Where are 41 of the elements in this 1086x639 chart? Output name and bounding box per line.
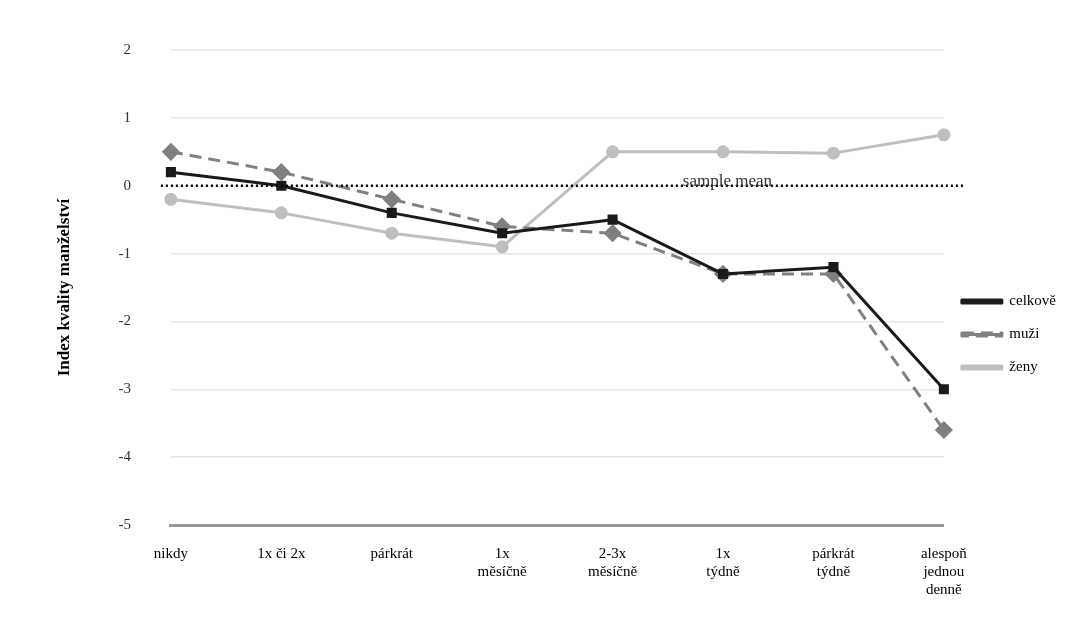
x-tick-label: 1x či 2x: [257, 544, 306, 561]
x-tick-label: alespoň jednou denně: [920, 544, 968, 597]
y-tick-label: 0: [123, 176, 131, 193]
point: [385, 226, 399, 240]
point: [606, 145, 620, 159]
point: [497, 228, 508, 239]
point: [828, 262, 839, 273]
y-tick-label: -3: [118, 380, 131, 397]
y-tick-label: 1: [123, 108, 131, 125]
point: [938, 384, 949, 395]
legend-label: ženy: [1009, 358, 1039, 375]
x-tick-label: 2-3x měsíčně: [588, 544, 638, 579]
point: [164, 192, 178, 206]
legend-label: celkově: [1009, 292, 1057, 309]
point: [272, 163, 290, 181]
x-tick-label: 1x týdně: [706, 544, 741, 579]
legend-label: muži: [1009, 325, 1040, 342]
y-tick-label: 2: [123, 40, 131, 57]
x-tick-label: párkrát: [370, 544, 414, 561]
point: [826, 146, 840, 160]
point: [383, 190, 401, 208]
point: [162, 143, 180, 161]
point: [604, 224, 622, 242]
y-tick-label: -1: [118, 244, 131, 261]
point: [716, 145, 730, 159]
point: [165, 167, 176, 178]
y-tick-label: -5: [118, 515, 131, 532]
y-tick-label: -2: [118, 312, 131, 329]
point: [276, 180, 287, 191]
point: [274, 206, 288, 220]
point: [495, 240, 509, 254]
point: [607, 214, 618, 225]
x-tick-label: 1x měsíčně: [477, 544, 528, 579]
point: [937, 128, 951, 142]
y-axis-title: Index kvality manželství: [53, 198, 73, 377]
point: [935, 421, 953, 439]
ref-line-label: sample mean: [682, 170, 773, 190]
x-tick-label: párkrát týdně: [812, 544, 856, 579]
y-tick-label: -4: [118, 448, 132, 465]
x-tick-label: nikdy: [153, 544, 189, 561]
point: [386, 207, 397, 218]
